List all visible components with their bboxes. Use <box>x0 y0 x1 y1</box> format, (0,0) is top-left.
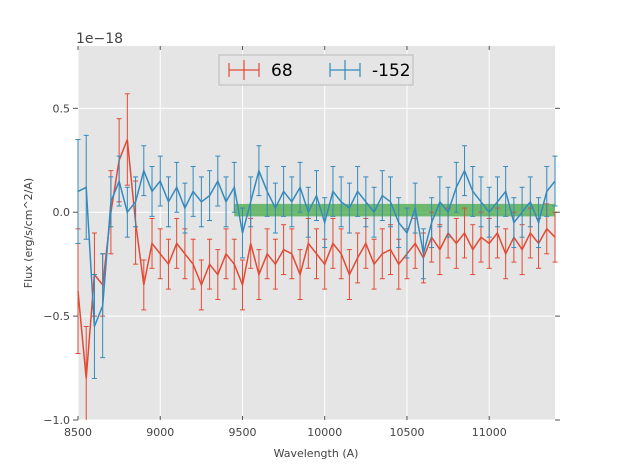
y-axis-label: Flux (erg/s/cm^2/A) <box>22 178 35 288</box>
y-tick-label-1: −0.5 <box>43 310 70 323</box>
highlight-band-layer <box>234 203 556 217</box>
legend-label-68: 68 <box>271 61 293 81</box>
legend-marker-neg152 <box>329 60 361 80</box>
series-layer <box>75 93 558 420</box>
y-offset-label: 1e−18 <box>76 31 123 47</box>
series-0 <box>75 93 558 420</box>
x-tick-label-3: 10000 <box>307 426 342 439</box>
x-tick-label-0: 8500 <box>64 426 92 439</box>
x-tick-label-1: 9000 <box>146 426 174 439</box>
y-tick-label-3: 0.5 <box>53 102 71 115</box>
legend: 68 -152 <box>218 54 414 86</box>
axes-layer: 8500 9000 9500 10000 10500 11000 −1.0 −0.5 0.0 0.… <box>43 46 560 439</box>
x-axis-label: Wavelength (A) <box>274 447 359 460</box>
y-tick-label-0: −1.0 <box>43 414 70 427</box>
x-tick-label-2: 9500 <box>228 426 256 439</box>
series-line-1 <box>77 168 556 327</box>
series-line-0 <box>77 139 556 379</box>
x-tick-label-5: 11000 <box>472 426 507 439</box>
series-1 <box>75 134 558 379</box>
legend-label-neg152: -152 <box>372 61 411 81</box>
x-tick-label-4: 10500 <box>389 426 424 439</box>
y-tick-label-2: 0.0 <box>53 206 71 219</box>
highlight-band <box>234 203 556 217</box>
legend-marker-68 <box>228 60 260 80</box>
